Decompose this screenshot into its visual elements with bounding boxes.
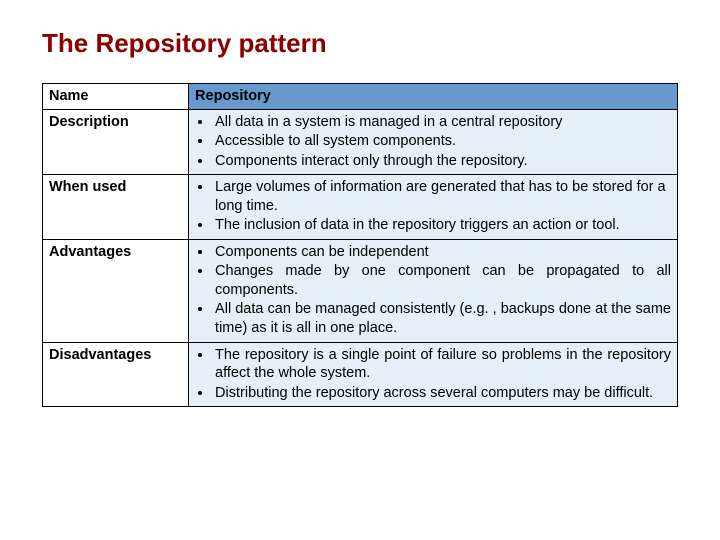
slide: The Repository pattern Name Repository D… xyxy=(0,0,720,540)
row-value-disadvantages: The repository is a single point of fail… xyxy=(189,342,678,407)
bullet: Changes made by one component can be pro… xyxy=(213,262,671,299)
bullet: Distributing the repository across sever… xyxy=(213,384,671,403)
pattern-table: Name Repository Description All data in … xyxy=(42,83,678,407)
row-label-advantages: Advantages xyxy=(43,239,189,342)
row-value-description: All data in a system is managed in a cen… xyxy=(189,109,678,175)
bullet: All data can be managed consistently (e.… xyxy=(213,300,671,337)
row-label-whenused: When used xyxy=(43,175,189,240)
bullet: Components interact only through the rep… xyxy=(213,152,671,171)
table-row: Advantages Components can be independent… xyxy=(43,239,678,342)
row-label-description: Description xyxy=(43,109,189,175)
table-row: Disadvantages The repository is a single… xyxy=(43,342,678,407)
bullet: The repository is a single point of fail… xyxy=(213,346,671,383)
slide-title: The Repository pattern xyxy=(42,28,678,59)
table-row: Description All data in a system is mana… xyxy=(43,109,678,175)
header-name: Name xyxy=(43,84,189,110)
row-label-disadvantages: Disadvantages xyxy=(43,342,189,407)
bullet: Accessible to all system components. xyxy=(213,132,671,151)
row-value-advantages: Components can be independent Changes ma… xyxy=(189,239,678,342)
header-value: Repository xyxy=(189,84,678,110)
table-row: When used Large volumes of information a… xyxy=(43,175,678,240)
bullet: The inclusion of data in the repository … xyxy=(213,216,671,235)
row-value-whenused: Large volumes of information are generat… xyxy=(189,175,678,240)
bullet: Components can be independent xyxy=(213,243,671,262)
table-header-row: Name Repository xyxy=(43,84,678,110)
bullet: All data in a system is managed in a cen… xyxy=(213,113,671,132)
bullet: Large volumes of information are generat… xyxy=(213,178,671,215)
